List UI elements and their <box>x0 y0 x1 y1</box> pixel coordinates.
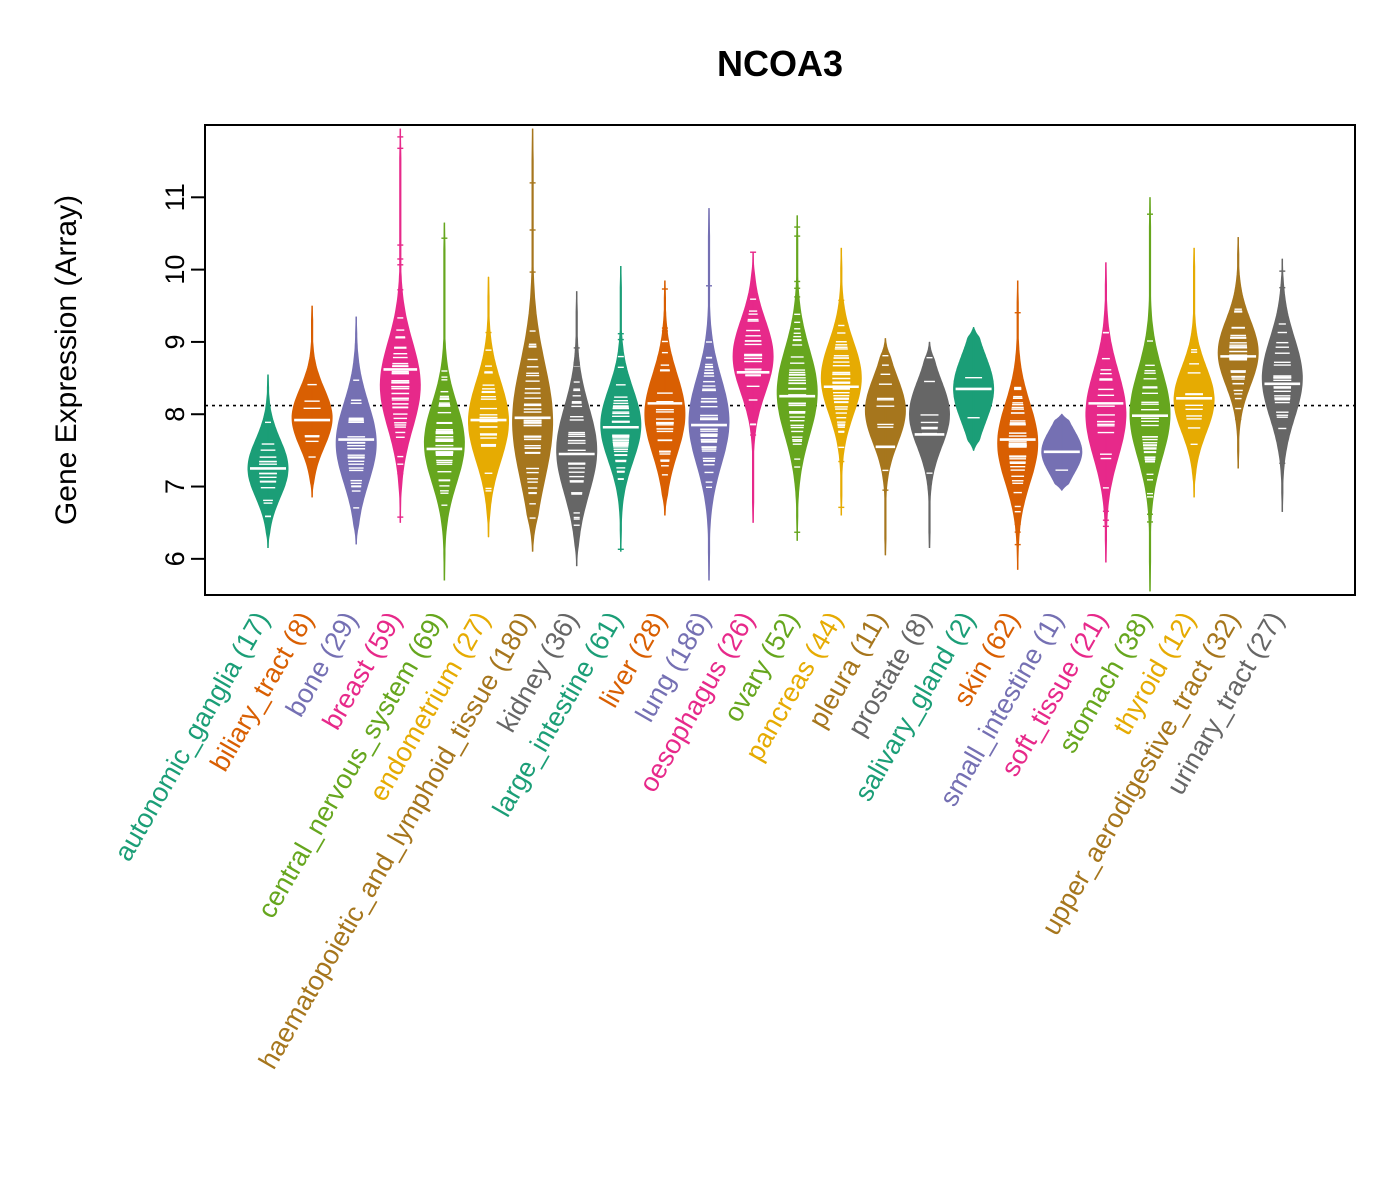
violin-small_intestine <box>1041 413 1083 491</box>
violin-liver <box>644 280 686 516</box>
violin-skin <box>997 280 1039 570</box>
y-axis: 6 7 8 9 10 11 <box>160 183 205 566</box>
violin-ovary <box>776 215 818 541</box>
plot-area <box>205 128 1355 592</box>
chart-title: NCOA3 <box>717 43 843 84</box>
violin-oesophagus <box>732 251 774 523</box>
violin-pancreas <box>820 247 862 516</box>
y-tick-label: 7 <box>160 479 190 494</box>
violin-upper_aerodigestive_tract <box>1217 237 1259 469</box>
violin-thyroid <box>1173 247 1215 498</box>
violin-kidney <box>556 291 598 567</box>
violin-large_intestine <box>600 265 642 552</box>
y-tick-label: 11 <box>160 183 190 211</box>
plot-frame <box>204 124 1356 596</box>
violin-prostate <box>908 341 951 549</box>
violin-salivary_gland <box>953 327 995 451</box>
violin-central_nervous_system <box>423 222 465 581</box>
violin-lung <box>688 208 730 581</box>
y-tick-label: 8 <box>160 407 190 422</box>
violin-soft_tissue <box>1085 262 1127 563</box>
violin-endometrium <box>468 276 509 538</box>
violin-breast <box>379 128 421 523</box>
violin-stomach <box>1129 197 1171 592</box>
y-axis-label: Gene Expression (Array) <box>50 195 83 525</box>
x-axis-category-labels: autonomic_ganglia (17)biliary_tract (8)b… <box>108 607 1289 1074</box>
violin-urinary_tract <box>1261 258 1303 512</box>
y-tick-label: 10 <box>160 255 190 285</box>
violin-autonomic_ganglia <box>247 374 289 549</box>
violin-pleura <box>864 338 906 556</box>
y-tick-label: 6 <box>160 551 190 566</box>
y-tick-label: 9 <box>160 334 190 349</box>
violin-bone <box>335 316 377 545</box>
violin-biliary_tract <box>291 305 333 498</box>
violin-haematopoietic_and_lymphoid_tissue <box>512 128 554 552</box>
